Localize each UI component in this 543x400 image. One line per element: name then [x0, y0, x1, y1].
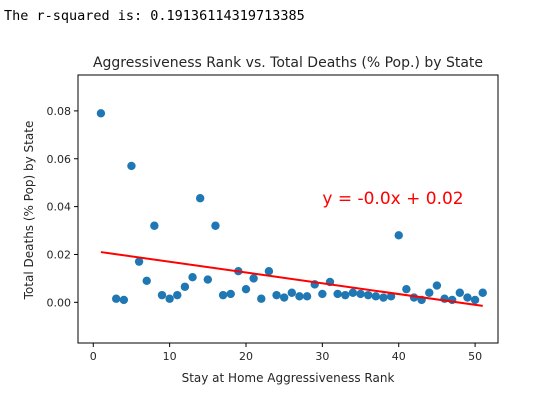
- data-point: [371, 292, 381, 301]
- data-point: [295, 292, 304, 301]
- data-point: [302, 292, 312, 301]
- data-point: [455, 288, 465, 297]
- data-point: [272, 290, 281, 300]
- rsquared-output: The r-squared is: 0.19136114319713385: [4, 8, 305, 24]
- data-point: [157, 290, 167, 300]
- data-point: [173, 290, 182, 300]
- regression-line: [100, 251, 483, 307]
- data-point: [463, 293, 472, 302]
- y-tick-label: 0.06: [47, 153, 72, 166]
- ticks-layer: 0 10 20 30 40 50 0.00 0.02 0.04 0.06 0.08: [47, 105, 483, 363]
- x-axis-label: Stay at Home Aggressiveness Rank: [182, 371, 395, 385]
- data-point: [363, 290, 373, 300]
- regression-equation-label: y = -0.0x + 0.02: [322, 189, 463, 209]
- data-point: [119, 295, 129, 305]
- data-point: [218, 290, 228, 300]
- data-point: [142, 276, 151, 285]
- data-point: [348, 288, 358, 297]
- data-point: [165, 294, 174, 303]
- points-layer: [96, 109, 487, 305]
- data-point: [333, 289, 342, 299]
- data-point: [432, 281, 442, 290]
- data-point: [111, 294, 121, 303]
- data-point: [264, 267, 274, 276]
- data-point: [188, 272, 197, 282]
- y-tick-label: 0.08: [47, 105, 72, 118]
- x-tick-label: 10: [163, 350, 177, 363]
- data-point: [134, 257, 144, 266]
- data-point: [478, 288, 487, 297]
- data-point: [249, 274, 258, 283]
- data-point: [96, 109, 106, 118]
- data-point: [470, 295, 480, 305]
- data-point: [226, 289, 235, 299]
- data-point: [279, 293, 289, 302]
- data-point: [341, 290, 350, 300]
- x-tick-label: 0: [90, 350, 97, 363]
- data-point: [180, 282, 190, 291]
- data-point: [211, 221, 220, 230]
- data-point: [379, 293, 388, 302]
- data-point: [241, 284, 251, 294]
- data-point: [150, 221, 159, 230]
- y-tick-label: 0.04: [47, 201, 72, 214]
- chart-title: Aggressiveness Rank vs. Total Deaths (% …: [93, 55, 483, 71]
- data-point: [195, 194, 205, 203]
- data-point: [394, 231, 403, 240]
- y-axis-label: Total Deaths (% Pop) by State: [22, 121, 36, 301]
- x-tick-label: 50: [468, 350, 482, 363]
- x-tick-label: 30: [315, 350, 329, 363]
- y-tick-label: 0.02: [47, 248, 72, 261]
- data-point: [425, 288, 434, 297]
- data-point: [287, 288, 297, 297]
- x-tick-label: 40: [392, 350, 406, 363]
- data-point: [402, 284, 411, 294]
- x-tick-label: 20: [239, 350, 253, 363]
- data-point: [257, 294, 266, 303]
- plot-frame: [77, 74, 499, 344]
- data-point: [203, 275, 213, 284]
- data-point: [318, 289, 327, 299]
- data-point: [127, 161, 136, 171]
- data-point: [356, 289, 365, 299]
- y-tick-label: 0.00: [47, 296, 72, 309]
